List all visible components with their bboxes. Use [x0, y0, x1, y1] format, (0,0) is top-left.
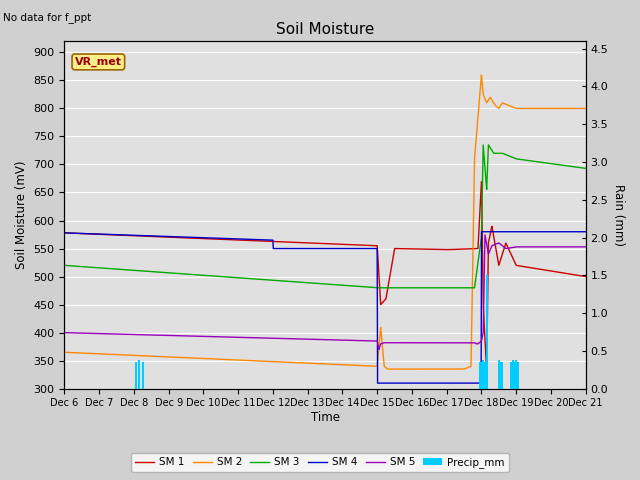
SM 5 — [61, 330, 68, 336]
SM 2 — [400, 366, 408, 372]
SM 4 — [156, 233, 163, 239]
Y-axis label: Rain (mm): Rain (mm) — [612, 184, 625, 246]
SM 1 — [61, 230, 68, 236]
SM 5 — [373, 338, 381, 344]
Bar — [481, 362, 483, 389]
SM 2 — [373, 363, 381, 369]
Title: Soil Moisture: Soil Moisture — [276, 22, 374, 37]
SM 1 — [449, 247, 457, 252]
X-axis label: Time: Time — [310, 411, 340, 424]
SM 1 — [582, 274, 589, 279]
SM 2 — [384, 366, 392, 372]
SM 5 — [400, 340, 408, 346]
Bar — [515, 360, 517, 389]
SM 1 — [477, 179, 485, 185]
Bar — [479, 362, 481, 389]
SM 4 — [400, 380, 408, 386]
SM 1 — [373, 243, 381, 249]
SM 3 — [582, 166, 589, 171]
Line: SM 4: SM 4 — [65, 232, 586, 383]
Line: SM 3: SM 3 — [65, 145, 586, 288]
SM 5 — [260, 335, 268, 341]
SM 2 — [490, 99, 497, 105]
SM 4 — [450, 380, 458, 386]
SM 3 — [373, 285, 381, 291]
SM 2 — [156, 354, 163, 360]
Bar — [513, 362, 515, 389]
Bar — [486, 276, 488, 389]
Bar — [498, 360, 500, 389]
Line: SM 2: SM 2 — [65, 75, 586, 369]
Y-axis label: Soil Moisture (mV): Soil Moisture (mV) — [15, 161, 28, 269]
SM 2 — [477, 72, 485, 78]
Bar — [517, 362, 519, 389]
SM 5 — [375, 347, 383, 352]
Text: No data for f_ppt: No data for f_ppt — [3, 12, 92, 23]
SM 2 — [450, 366, 458, 372]
SM 4 — [477, 229, 485, 235]
Bar — [484, 362, 486, 389]
SM 4 — [490, 229, 497, 235]
SM 2 — [582, 106, 589, 111]
Bar — [138, 360, 140, 389]
SM 1 — [483, 369, 490, 374]
SM 1 — [260, 238, 268, 244]
SM 3 — [260, 277, 268, 283]
Text: VR_met: VR_met — [75, 57, 122, 67]
SM 5 — [450, 340, 458, 346]
SM 5 — [156, 332, 163, 338]
SM 4 — [260, 237, 268, 243]
SM 2 — [61, 349, 68, 355]
SM 5 — [490, 242, 497, 248]
SM 1 — [490, 231, 497, 237]
SM 2 — [260, 358, 268, 364]
SM 3 — [61, 263, 68, 268]
Bar — [141, 362, 143, 389]
Bar — [501, 362, 503, 389]
SM 4 — [374, 380, 381, 386]
SM 5 — [481, 232, 489, 238]
SM 3 — [400, 285, 408, 291]
Bar — [510, 362, 512, 389]
SM 3 — [373, 285, 381, 291]
SM 3 — [156, 269, 163, 275]
Bar — [134, 362, 137, 389]
SM 5 — [582, 244, 589, 250]
Line: SM 5: SM 5 — [65, 235, 586, 349]
SM 3 — [484, 142, 492, 148]
Line: SM 1: SM 1 — [65, 182, 586, 372]
SM 1 — [156, 234, 163, 240]
SM 1 — [399, 246, 407, 252]
SM 4 — [582, 229, 589, 235]
SM 3 — [450, 285, 458, 291]
Bar — [482, 360, 484, 389]
SM 4 — [61, 230, 68, 236]
SM 4 — [373, 246, 381, 252]
Bar — [500, 362, 502, 389]
SM 3 — [490, 150, 497, 156]
Legend: SM 1, SM 2, SM 3, SM 4, SM 5, Precip_mm: SM 1, SM 2, SM 3, SM 4, SM 5, Precip_mm — [131, 453, 509, 472]
Bar — [512, 360, 514, 389]
